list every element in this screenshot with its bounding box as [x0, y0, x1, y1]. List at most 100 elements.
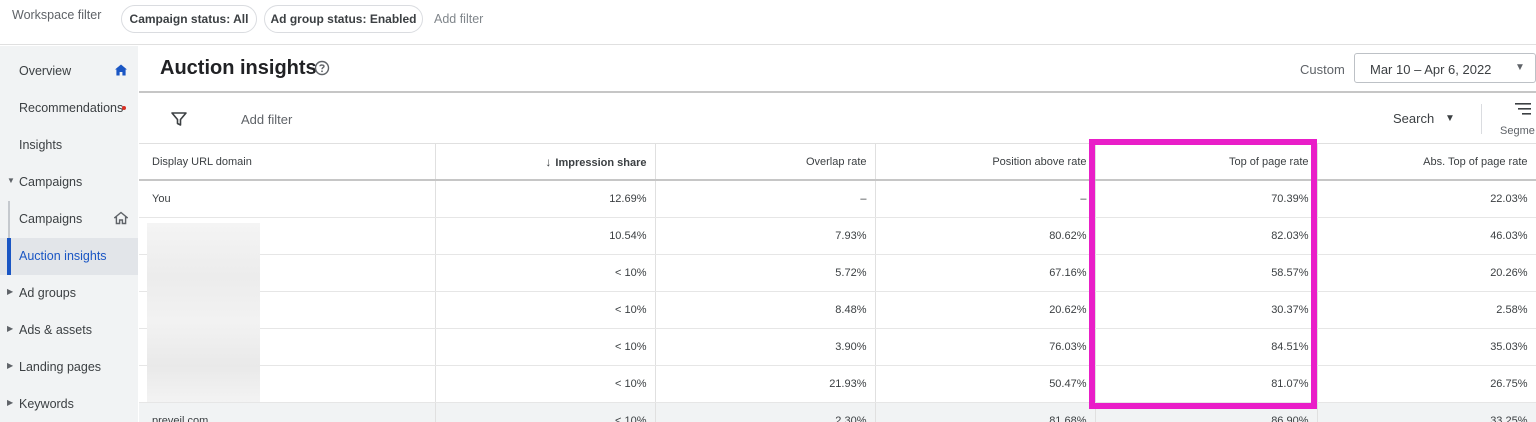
column-header-sorted[interactable]: ↓ Impression share — [435, 144, 656, 181]
column-header[interactable]: Overlap rate — [655, 144, 876, 181]
sidebar-group-campaigns[interactable]: ▼ Campaigns — [0, 164, 138, 201]
table-row: < 10% 8.48% 20.62% 30.37% 2.58% — [139, 291, 1536, 329]
dropdown-arrow-icon: ▼ — [1515, 62, 1525, 73]
table-cell: 8.48% — [655, 291, 876, 329]
help-icon[interactable] — [314, 60, 330, 76]
table-cell: 20.26% — [1317, 254, 1536, 292]
sidebar-item-label: Campaigns — [19, 212, 83, 226]
date-range-value: Mar 10 – Apr 6, 2022 — [1370, 62, 1492, 77]
table-cell: 81.68% — [875, 402, 1096, 422]
sidebar-item-label: Campaigns — [19, 175, 83, 189]
table-cell: 46.03% — [1317, 217, 1536, 255]
top-of-page-rate-highlight — [1089, 139, 1317, 409]
filter-icon[interactable] — [170, 110, 188, 128]
table-cell: 7.93% — [655, 217, 876, 255]
sidebar-item-label: Landing pages — [19, 360, 102, 374]
table-cell: < 10% — [435, 328, 656, 366]
column-header[interactable]: Display URL domain — [139, 144, 436, 181]
table-cell: < 10% — [435, 365, 656, 403]
caret-right-icon: ▶ — [7, 398, 14, 407]
segment-button[interactable]: Segme — [1500, 125, 1535, 137]
ad-group-status-chip[interactable]: Ad group status: Enabled — [264, 5, 423, 33]
sidebar-item-label: Auction insights — [19, 249, 107, 263]
domain-cell: preveil.com — [139, 402, 436, 422]
workspace-filter-label: Workspace filter — [12, 8, 102, 22]
workspace-filter-bar: Workspace filter Campaign status: All Ad… — [0, 0, 1536, 45]
caret-right-icon: ▶ — [7, 287, 14, 296]
segment-icon[interactable] — [1514, 102, 1532, 116]
table-cell: < 10% — [435, 291, 656, 329]
auction-insights-table: Display URL domain ↓ Impression share Ove… — [139, 144, 1536, 422]
add-filter-button[interactable]: Add filter — [241, 112, 293, 127]
table-cell: – — [655, 180, 876, 218]
table-cell: 58.57% — [1095, 254, 1318, 292]
table-cell: 50.47% — [875, 365, 1096, 403]
column-header[interactable]: Top of page rate — [1095, 144, 1318, 181]
home-icon — [114, 211, 128, 225]
table-cell: 76.03% — [875, 328, 1096, 366]
table-cell: 84.51% — [1095, 328, 1318, 366]
table-row: < 10% 21.93% 50.47% 81.07% 26.75% — [139, 365, 1536, 403]
table-cell: 33.25% — [1317, 402, 1536, 422]
campaign-status-chip[interactable]: Campaign status: All — [121, 5, 257, 33]
main-content: Auction insights Custom Mar 10 – Apr 6, … — [139, 46, 1536, 422]
table-row: 10.54% 7.93% 80.62% 82.03% 46.03% — [139, 217, 1536, 255]
home-icon — [115, 64, 127, 76]
table-cell: < 10% — [435, 402, 656, 422]
table-cell: 35.03% — [1317, 328, 1536, 366]
table-cell: 81.07% — [1095, 365, 1318, 403]
sidebar-item-label: Recommendations — [19, 101, 124, 115]
column-header-label: Impression share — [555, 156, 647, 169]
sort-down-arrow-icon: ↓ — [545, 154, 552, 169]
table-cell: 10.54% — [435, 217, 656, 255]
sidebar-group-keywords[interactable]: ▶ Keywords — [0, 386, 138, 422]
sidebar-group-ad-groups[interactable]: ▶ Ad groups — [0, 275, 138, 312]
table-cell: – — [875, 180, 1096, 218]
sidebar-group-ads-assets[interactable]: ▶ Ads & assets — [0, 312, 138, 349]
sidebar-item-campaigns[interactable]: Campaigns — [0, 201, 138, 238]
sidebar-item-insights[interactable]: Insights — [0, 127, 138, 164]
workspace-add-filter-link[interactable]: Add filter — [434, 12, 484, 26]
table-cell: 5.72% — [655, 254, 876, 292]
sidebar-item-label: Ad groups — [19, 286, 76, 300]
table-cell: 20.62% — [875, 291, 1096, 329]
nav-indent-line — [8, 201, 10, 238]
column-header[interactable]: Abs. Top of page rate — [1317, 144, 1536, 181]
table-cell: 3.90% — [655, 328, 876, 366]
table-cell: 70.39% — [1095, 180, 1318, 218]
sidebar-item-label: Insights — [19, 138, 63, 152]
title-divider — [139, 91, 1536, 93]
table-cell: < 10% — [435, 254, 656, 292]
toolbar-divider — [1481, 104, 1482, 134]
sidebar-nav: Overview Recommendations Insights ▼ Camp… — [0, 46, 138, 422]
table-cell: 2.30% — [655, 402, 876, 422]
table-cell: 26.75% — [1317, 365, 1536, 403]
table-cell: 21.93% — [655, 365, 876, 403]
dropdown-arrow-icon[interactable]: ▼ — [1445, 113, 1455, 124]
table-cell: 22.03% — [1317, 180, 1536, 218]
table-row: You 12.69% – – 70.39% 22.03% — [139, 180, 1536, 218]
table-cell: 30.37% — [1095, 291, 1318, 329]
table-cell: 12.69% — [435, 180, 656, 218]
network-select[interactable]: Search — [1393, 111, 1435, 126]
active-indicator — [7, 238, 11, 275]
column-header[interactable]: Position above rate — [875, 144, 1096, 181]
sidebar-item-recommendations[interactable]: Recommendations — [0, 90, 138, 127]
table-row: < 10% 5.72% 67.16% 58.57% 20.26% — [139, 254, 1536, 292]
sidebar-item-label: Keywords — [19, 397, 74, 411]
sidebar-item-label: Overview — [19, 64, 72, 78]
caret-right-icon: ▶ — [7, 361, 14, 370]
sidebar-group-landing-pages[interactable]: ▶ Landing pages — [0, 349, 138, 386]
date-range-label: Custom — [1300, 62, 1345, 77]
toolbar-divider-line — [139, 143, 1536, 144]
caret-right-icon: ▶ — [7, 324, 14, 333]
redacted-domains-blur — [147, 223, 260, 402]
sidebar-item-overview[interactable]: Overview — [0, 53, 138, 90]
caret-down-icon: ▼ — [7, 176, 15, 185]
notification-dot-icon — [122, 106, 126, 110]
date-range-picker[interactable]: Mar 10 – Apr 6, 2022 ▼ — [1354, 53, 1536, 83]
table-row: < 10% 3.90% 76.03% 84.51% 35.03% — [139, 328, 1536, 366]
page-title: Auction insights — [160, 57, 317, 79]
sidebar-item-auction-insights[interactable]: Auction insights — [0, 238, 138, 275]
sidebar-item-label: Ads & assets — [19, 323, 92, 337]
